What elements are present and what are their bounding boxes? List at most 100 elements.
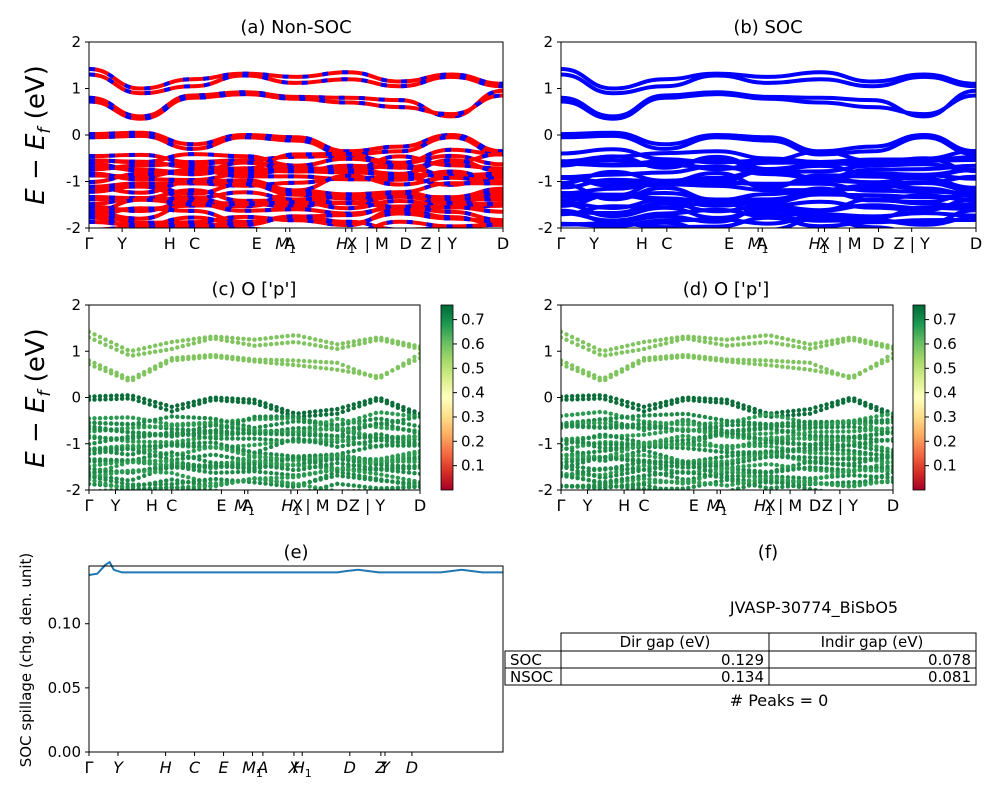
- band-point: [802, 485, 807, 490]
- band-point: [824, 437, 829, 442]
- band-point: [818, 455, 824, 461]
- band-point: [92, 446, 97, 452]
- band-point: [619, 436, 625, 441]
- band-point: [230, 445, 235, 450]
- band-point: [652, 442, 658, 447]
- band-point: [274, 452, 279, 457]
- band-point: [686, 485, 691, 490]
- band-point: [119, 477, 125, 482]
- band-point: [208, 336, 213, 342]
- band-point: [658, 479, 663, 485]
- band-point: [580, 477, 586, 482]
- band-point: [780, 441, 785, 446]
- band-point: [841, 429, 846, 434]
- band-point: [89, 397, 92, 402]
- band-point: [368, 445, 373, 450]
- band-point: [652, 343, 658, 349]
- band-point: [301, 410, 307, 415]
- band-point: [763, 358, 768, 363]
- band-point: [180, 453, 185, 458]
- band-point: [874, 456, 879, 461]
- band-point: [89, 423, 92, 429]
- band-point: [412, 459, 417, 464]
- band-point: [575, 342, 580, 347]
- band-point: [307, 438, 312, 444]
- band-point: [652, 472, 658, 477]
- band-point: [580, 411, 586, 416]
- band-point: [597, 475, 602, 480]
- band-point: [680, 438, 685, 443]
- band-point: [713, 416, 719, 422]
- band-point: [807, 342, 813, 347]
- band-point: [142, 469, 147, 474]
- band-point: [669, 428, 674, 433]
- band-point: [274, 341, 279, 346]
- band-point: [125, 487, 130, 490]
- band-point: [329, 426, 334, 431]
- colorbar-tick-label: 0.4: [461, 384, 485, 402]
- band-point: [285, 414, 290, 419]
- band-point: [780, 364, 785, 369]
- band-point: [868, 456, 874, 461]
- band-point: [230, 463, 235, 468]
- band-point: [180, 473, 185, 479]
- band-point: [724, 477, 730, 482]
- band-line: [561, 202, 976, 220]
- band-point: [351, 367, 356, 372]
- band-point: [307, 433, 312, 438]
- band-point: [142, 446, 147, 452]
- band-point: [813, 362, 818, 368]
- band-point: [340, 422, 345, 427]
- band-point: [136, 448, 141, 454]
- band-point: [802, 340, 807, 346]
- band-point: [268, 455, 274, 460]
- band-point: [208, 416, 213, 421]
- band-point: [652, 459, 658, 464]
- band-point: [114, 415, 119, 420]
- band-point: [202, 440, 207, 445]
- band-point: [614, 351, 619, 356]
- band-point: [569, 412, 575, 417]
- band-point: [186, 422, 191, 428]
- band-point: [153, 343, 158, 348]
- band-point: [675, 420, 680, 425]
- band-point: [813, 368, 818, 373]
- band-point: [835, 438, 840, 443]
- band-point: [890, 425, 893, 431]
- xtick-label: Y: [588, 234, 599, 253]
- band-point: [802, 411, 807, 417]
- band-point: [885, 468, 890, 474]
- band-point: [669, 412, 674, 417]
- band-point: [719, 400, 724, 405]
- band-point: [268, 423, 274, 428]
- band-point: [197, 454, 202, 459]
- band-point: [340, 345, 345, 350]
- band-point: [636, 421, 641, 427]
- band-point: [252, 442, 257, 448]
- ylabel-spillage: SOC spillage (chg. den. unit): [17, 553, 35, 768]
- band-point: [741, 480, 746, 485]
- band-point: [103, 365, 108, 371]
- band-point: [686, 354, 691, 360]
- band-point: [119, 462, 125, 467]
- band-point: [114, 421, 119, 426]
- band-point: [318, 441, 323, 446]
- band-point: [202, 458, 207, 464]
- band-point: [224, 443, 230, 448]
- band-point: [592, 393, 597, 398]
- band-point: [580, 465, 586, 470]
- band-point: [417, 346, 420, 352]
- band-point: [652, 465, 658, 471]
- band-point: [647, 469, 652, 474]
- band-point: [752, 414, 757, 420]
- band-point: [569, 439, 575, 444]
- band-point: [114, 436, 119, 442]
- band-point: [324, 412, 329, 417]
- band-point: [561, 473, 564, 478]
- band-point: [697, 466, 702, 471]
- band-point: [417, 351, 420, 356]
- band-point: [197, 398, 202, 403]
- band-point: [608, 474, 613, 479]
- band-point: [603, 466, 608, 471]
- band-point: [285, 438, 290, 444]
